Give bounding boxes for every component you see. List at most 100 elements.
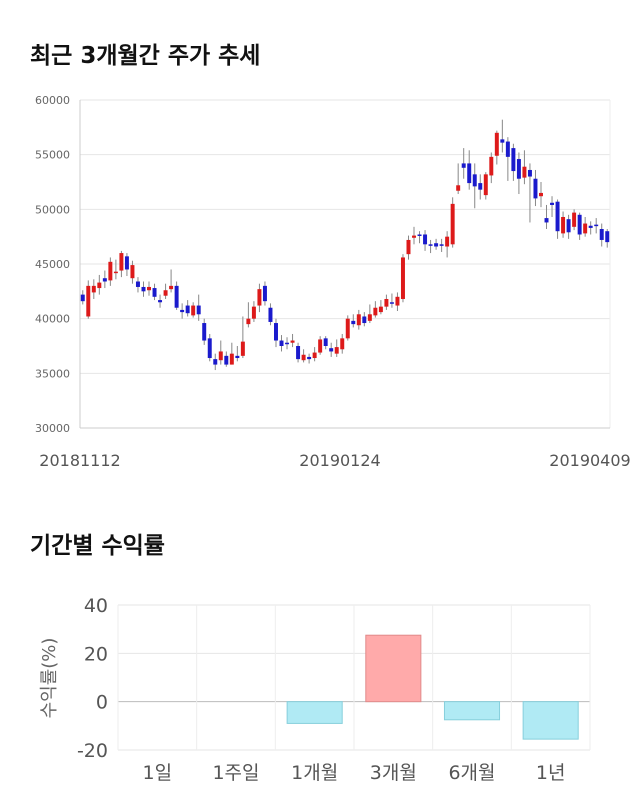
price-candle-body bbox=[262, 285, 267, 302]
price-candle-body bbox=[86, 285, 91, 317]
price-candle-body bbox=[478, 183, 483, 190]
price-candle-body bbox=[224, 355, 229, 365]
price-candle-body bbox=[268, 307, 273, 322]
price-candle-body bbox=[351, 320, 356, 325]
return-y-tick-label: 40 bbox=[84, 595, 108, 617]
price-candle-body bbox=[384, 298, 389, 307]
price-candle-body bbox=[373, 307, 378, 316]
price-candle-body bbox=[434, 243, 439, 247]
price-candle-body bbox=[555, 201, 560, 232]
price-candle-body bbox=[450, 203, 455, 245]
price-y-tick-label: 45000 bbox=[35, 258, 70, 271]
price-candle-body bbox=[412, 235, 416, 238]
return-x-tick-label: 1년 bbox=[536, 762, 566, 784]
price-grid bbox=[79, 99, 611, 429]
price-candle-body bbox=[91, 285, 96, 293]
return-bar bbox=[522, 701, 579, 740]
price-candle-body bbox=[312, 352, 317, 359]
price-chart-title: 최근 3개월간 주가 추세 bbox=[30, 43, 261, 69]
price-candle-body bbox=[340, 338, 345, 350]
price-candle-body bbox=[378, 306, 383, 313]
price-candle-body bbox=[527, 169, 532, 177]
price-candle-body bbox=[505, 141, 510, 157]
price-candle-body bbox=[423, 234, 428, 245]
price-candle-body bbox=[301, 354, 306, 361]
price-y-tick-label: 40000 bbox=[35, 313, 70, 326]
price-y-tick-label: 55000 bbox=[35, 149, 70, 162]
price-candle-body bbox=[191, 305, 196, 316]
price-candle-body bbox=[539, 192, 543, 197]
price-x-tick-label: 20190409 bbox=[549, 451, 630, 470]
price-candle-body bbox=[229, 353, 234, 365]
price-candle-body bbox=[257, 289, 262, 306]
price-candle-body bbox=[516, 159, 521, 179]
price-candle-body bbox=[80, 294, 85, 302]
return-x-tick-label: 1개월 bbox=[291, 762, 338, 784]
price-candle-body bbox=[251, 306, 256, 319]
price-candle-body bbox=[489, 156, 494, 176]
return-x-tick-label: 1주일 bbox=[212, 762, 259, 784]
price-candle-body bbox=[572, 212, 577, 227]
price-candle-body bbox=[400, 257, 405, 299]
price-trend-chart: 60000 55000 50000 45000 40000 35000 30000 2018… bbox=[35, 94, 631, 470]
price-candle-body bbox=[561, 216, 566, 234]
price-candle-body bbox=[461, 163, 466, 168]
price-candle-body bbox=[334, 347, 339, 354]
price-y-tick-label: 30000 bbox=[35, 422, 70, 435]
price-candle-body bbox=[202, 323, 207, 341]
price-candle-body bbox=[163, 290, 168, 296]
price-candle-body bbox=[566, 219, 571, 233]
price-y-tick-label: 50000 bbox=[35, 203, 70, 216]
price-candle-body bbox=[345, 318, 350, 339]
price-candle-body bbox=[467, 163, 472, 184]
price-candle-body bbox=[147, 286, 151, 291]
price-candle-body bbox=[550, 202, 555, 205]
price-candle-body bbox=[439, 244, 444, 246]
return-y-tick-label: 20 bbox=[84, 643, 108, 665]
price-candle-body bbox=[483, 174, 488, 196]
return-y-axis-label: 수익률(%) bbox=[39, 638, 60, 719]
price-candle-body bbox=[599, 229, 604, 240]
price-candle-body bbox=[500, 139, 505, 143]
return-grid bbox=[117, 604, 591, 751]
return-bar bbox=[365, 634, 422, 703]
price-candle-body bbox=[605, 231, 610, 243]
price-candle-body bbox=[279, 340, 284, 346]
return-x-ticks: 1일 1주일 1개월 3개월 6개월 1년 bbox=[143, 762, 566, 784]
price-candle-body bbox=[494, 132, 499, 156]
price-candle-body bbox=[533, 178, 538, 199]
price-y-ticks: 60000 55000 50000 45000 40000 35000 30000 bbox=[35, 94, 70, 435]
return-x-tick-label: 1일 bbox=[143, 762, 173, 784]
return-bar bbox=[443, 701, 501, 721]
price-candle-body bbox=[511, 148, 516, 172]
price-candle-body bbox=[240, 341, 245, 356]
price-candle-body bbox=[356, 314, 361, 326]
price-candle-body bbox=[522, 166, 527, 178]
price-candle-body bbox=[274, 323, 278, 341]
price-candle-body bbox=[113, 271, 118, 274]
price-candle-body bbox=[180, 309, 185, 313]
price-y-tick-label: 60000 bbox=[35, 94, 70, 107]
price-candle-body bbox=[285, 342, 290, 345]
return-chart-title: 기간별 수익률 bbox=[30, 533, 165, 559]
price-candle-body bbox=[323, 338, 328, 346]
price-candle-body bbox=[185, 305, 190, 314]
price-candle-body bbox=[108, 261, 113, 281]
price-candle-body bbox=[246, 318, 251, 325]
price-candle-body bbox=[174, 285, 179, 308]
price-candle-body bbox=[141, 286, 146, 292]
return-bars bbox=[286, 634, 579, 740]
price-candle-body bbox=[218, 351, 223, 361]
price-candle-body bbox=[362, 316, 367, 324]
price-candle-body bbox=[329, 348, 334, 352]
price-x-tick-label: 20190124 bbox=[299, 451, 380, 470]
return-y-tick-label: -20 bbox=[77, 740, 108, 762]
price-candle-body bbox=[583, 223, 588, 234]
price-candle-body bbox=[290, 340, 295, 343]
price-candle-body bbox=[395, 296, 400, 306]
price-candle-body bbox=[307, 356, 312, 360]
price-candle-body bbox=[445, 236, 450, 247]
price-y-tick-label: 35000 bbox=[35, 367, 70, 380]
price-candle-body bbox=[235, 355, 240, 359]
